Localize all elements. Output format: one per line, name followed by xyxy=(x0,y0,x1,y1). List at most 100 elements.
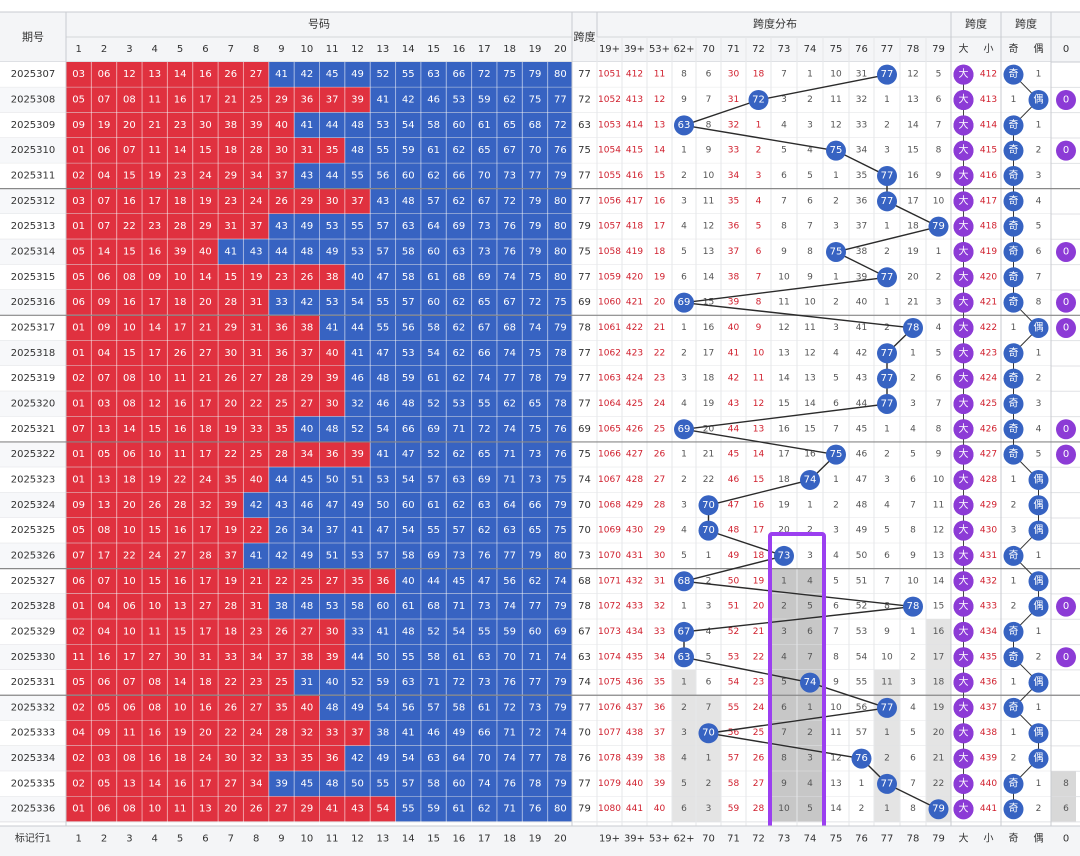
red-number-cell xyxy=(319,365,345,392)
number-value: 64 xyxy=(453,753,466,764)
dist-cell xyxy=(874,289,900,316)
miss-value: 4 xyxy=(681,222,687,232)
miss-value: 26 xyxy=(753,754,765,764)
number-value: 37 xyxy=(275,170,288,181)
number-value: 60 xyxy=(427,246,440,257)
header-number-col-16: 16 xyxy=(453,44,466,55)
miss-value: 15 xyxy=(907,146,918,156)
blue-number-cell xyxy=(496,87,523,113)
number-value: 02 xyxy=(72,170,85,181)
dist-cell xyxy=(622,543,647,569)
number-value: 29 xyxy=(300,196,313,207)
number-value: 55 xyxy=(351,221,364,232)
header-dist-col-73: 73 xyxy=(778,44,791,55)
miss-value: 3 xyxy=(833,526,839,536)
red-number-cell xyxy=(218,163,244,189)
number-value: 71 xyxy=(503,474,516,485)
miss-value-53: 19 xyxy=(654,272,666,282)
miss-value: 45 xyxy=(856,424,867,434)
miss-value: 10 xyxy=(703,171,715,181)
span-marker-label: 63 xyxy=(678,652,691,663)
number-value: 59 xyxy=(402,145,415,156)
number-value: 64 xyxy=(427,221,440,232)
miss-value: 3 xyxy=(807,551,813,561)
number-value: 05 xyxy=(72,246,85,257)
red-number-cell xyxy=(218,416,244,442)
blue-number-cell xyxy=(268,492,295,518)
odd-even-marker-label: 奇 xyxy=(1009,244,1019,257)
miss-value-39: 429 xyxy=(626,500,643,510)
number-value: 49 xyxy=(377,753,390,764)
miss-value: 37 xyxy=(728,247,739,257)
blue-number-cell xyxy=(218,239,244,265)
red-number-cell xyxy=(243,62,269,88)
number-value: 53 xyxy=(351,246,364,257)
red-number-cell xyxy=(268,340,295,366)
miss-value: 47 xyxy=(728,500,739,510)
number-value: 28 xyxy=(224,297,237,308)
miss-value-39: 427 xyxy=(626,450,643,460)
number-value: 19 xyxy=(174,728,187,739)
big-marker-label: 大 xyxy=(959,219,969,232)
number-value: 38 xyxy=(224,120,237,131)
odd-even-marker-label: 奇 xyxy=(1009,143,1019,156)
number-value: 56 xyxy=(377,170,390,181)
header-number-col-13: 13 xyxy=(377,44,390,55)
miss-value: 3 xyxy=(936,298,942,308)
red-number-cell xyxy=(218,315,244,341)
miss-value: 1 xyxy=(706,754,712,764)
miss-value: 1 xyxy=(910,348,916,358)
even-miss-value: 1 xyxy=(1036,348,1042,358)
number-value: 55 xyxy=(402,652,415,663)
blue-number-cell xyxy=(420,492,447,518)
number-value: 57 xyxy=(453,525,466,536)
number-value: 38 xyxy=(300,652,313,663)
issue-cell xyxy=(0,441,66,468)
miss-value: 7 xyxy=(706,95,712,105)
blue-number-cell xyxy=(268,239,295,265)
even-miss-value: 1 xyxy=(1036,70,1042,80)
dist-cell xyxy=(797,492,823,518)
blue-number-cell xyxy=(496,517,523,544)
miss-value: 54 xyxy=(728,678,740,688)
number-value: 78 xyxy=(529,373,542,384)
red-number-cell xyxy=(192,87,219,113)
blue-number-cell xyxy=(294,492,320,518)
number-value: 77 xyxy=(529,677,542,688)
miss-value: 10 xyxy=(933,196,945,206)
dist-cell xyxy=(622,62,647,88)
number-value: 32 xyxy=(199,500,212,511)
issue-cell xyxy=(0,213,66,240)
number-value: 11 xyxy=(148,145,161,156)
number-value: 58 xyxy=(427,778,440,789)
miss-value: 47 xyxy=(856,475,867,485)
dist-cell xyxy=(672,467,696,493)
red-number-cell xyxy=(142,213,168,240)
miss-value: 10 xyxy=(778,804,790,814)
miss-value: 5 xyxy=(681,551,687,561)
miss-value: 35 xyxy=(856,171,867,181)
miss-value: 7 xyxy=(833,627,839,637)
big-marker-label: 大 xyxy=(959,295,969,308)
dist-cell xyxy=(622,340,647,366)
miss-value: 13 xyxy=(753,424,764,434)
number-value: 26 xyxy=(174,348,187,359)
dist-cell xyxy=(647,315,672,341)
issue-label: 2025322 xyxy=(11,449,56,460)
issue-cell xyxy=(0,517,66,544)
footer-number-cell: 18 xyxy=(503,834,516,845)
number-value: 60 xyxy=(529,626,542,637)
blue-number-cell xyxy=(395,188,421,214)
miss-value-19: 1051 xyxy=(598,70,621,80)
dist-cell xyxy=(672,517,696,544)
miss-value: 2 xyxy=(807,526,813,536)
blue-number-cell xyxy=(344,315,371,341)
odd-even-marker-label: 奇 xyxy=(1009,168,1019,181)
blue-number-cell xyxy=(471,239,497,265)
header-number-col-15: 15 xyxy=(427,44,440,55)
blue-number-cell xyxy=(420,163,447,189)
number-value: 18 xyxy=(224,626,237,637)
blue-number-cell xyxy=(370,87,396,113)
number-value: 44 xyxy=(351,652,364,663)
big-marker-label: 大 xyxy=(959,320,969,333)
